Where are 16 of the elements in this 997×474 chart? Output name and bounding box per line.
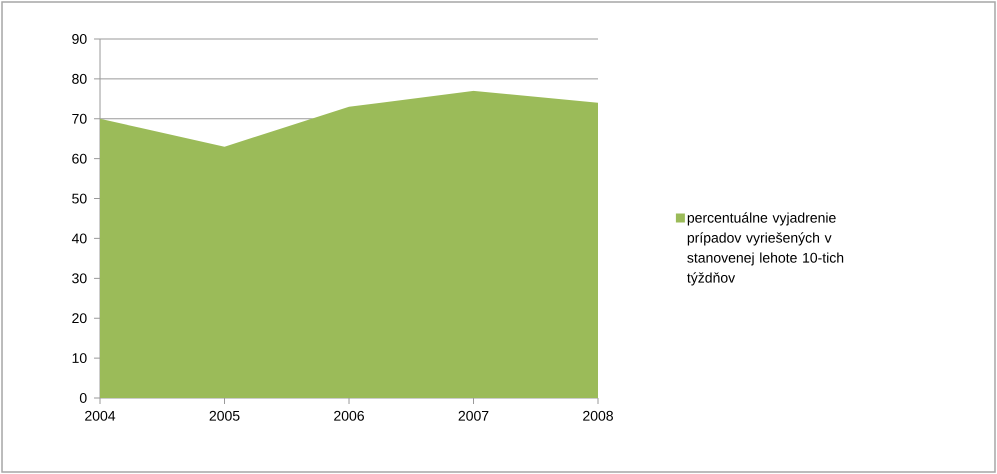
x-tick-label: 2004 xyxy=(85,410,116,421)
y-tick-label: 10 xyxy=(72,353,87,364)
y-tick-label: 70 xyxy=(72,114,87,124)
legend-label: percentuálne vyjadrenie prípadov vyriešených v stanovenej lehote 10-tich týždňov xyxy=(687,212,844,286)
y-tick-label: 50 xyxy=(72,194,87,204)
x-tick-label: 2007 xyxy=(458,410,488,421)
y-tick-label: 20 xyxy=(72,313,87,324)
y-tick-label: 90 xyxy=(72,34,87,44)
y-tick-label: 40 xyxy=(72,233,87,244)
y-tick-label: 80 xyxy=(72,74,87,84)
x-tick-label: 2005 xyxy=(210,410,240,421)
x-tick-label: 2008 xyxy=(583,410,613,421)
x-tick-label: 2006 xyxy=(334,410,364,421)
y-tick-label: 0 xyxy=(80,393,87,403)
y-tick-label: 30 xyxy=(72,273,87,284)
y-tick-label: 60 xyxy=(72,154,87,164)
